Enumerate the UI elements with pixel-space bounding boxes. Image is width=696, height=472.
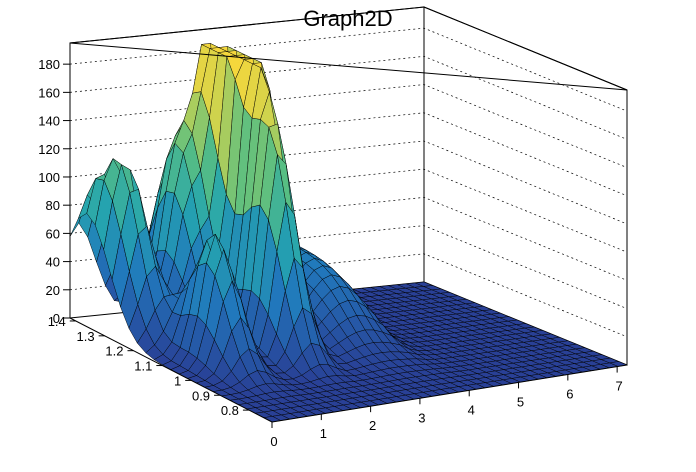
z-tick-label: 40 xyxy=(46,255,60,270)
y-tick-label: 0.8 xyxy=(221,403,239,418)
x-tick-label: 3 xyxy=(418,410,425,425)
z-gridline xyxy=(69,168,628,253)
y-tick-label: 1.2 xyxy=(105,344,123,359)
top-diagonal-edge xyxy=(69,42,628,91)
z-gridline xyxy=(69,197,628,281)
tick-layer: 012345670.80.911.11.21.31.40204060801001… xyxy=(38,57,622,449)
y-tick-label: 1 xyxy=(174,373,181,388)
chart-title: Graph2D xyxy=(303,6,392,31)
z-gridline xyxy=(69,27,628,112)
top-back-edge xyxy=(69,6,425,44)
z-tick-label: 140 xyxy=(38,114,60,129)
z-tick-label: 120 xyxy=(38,142,60,157)
y-tick-label: 1.1 xyxy=(134,359,152,374)
x-tick-label: 6 xyxy=(566,387,573,402)
z-tick-label: 80 xyxy=(46,198,60,213)
z-gridline xyxy=(69,112,628,197)
z-gridline xyxy=(69,225,628,309)
z-tick-label: 160 xyxy=(38,85,60,100)
surface-layer xyxy=(69,43,628,423)
top-side-edge xyxy=(423,6,628,91)
y-tick-label: 1.3 xyxy=(77,329,95,344)
x-tick-label: 2 xyxy=(369,418,376,433)
z-gridline xyxy=(69,140,628,225)
y-tick-label: 1.4 xyxy=(48,314,66,329)
z-tick-label: 180 xyxy=(38,57,60,72)
x-tick-label: 1 xyxy=(320,426,327,441)
z-gridline xyxy=(69,84,628,168)
z-gridline xyxy=(69,253,628,338)
x-tick-label: 7 xyxy=(616,379,623,394)
x-tick-label: 4 xyxy=(468,402,475,417)
y-tick-label: 0.9 xyxy=(192,388,210,403)
x-tick-label: 0 xyxy=(270,434,277,449)
x-tick-label: 5 xyxy=(517,394,524,409)
z-tick-label: 60 xyxy=(46,226,60,241)
z-tick-label: 100 xyxy=(38,170,60,185)
z-tick-label: 0 xyxy=(53,311,60,326)
z-gridline xyxy=(69,56,628,140)
z-tick-label: 20 xyxy=(46,283,60,298)
